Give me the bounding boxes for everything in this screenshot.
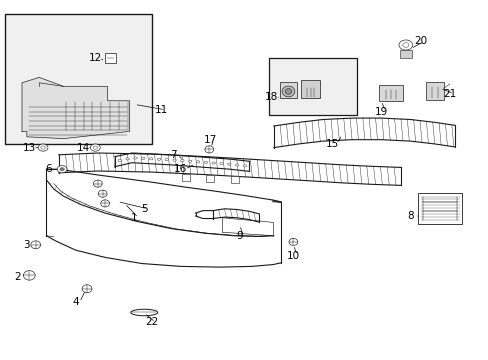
Text: 13: 13 <box>22 143 36 153</box>
Ellipse shape <box>288 238 297 246</box>
Ellipse shape <box>204 161 207 163</box>
Ellipse shape <box>90 144 100 151</box>
Ellipse shape <box>285 89 291 94</box>
Bar <box>268 58 356 115</box>
Ellipse shape <box>93 146 98 149</box>
Ellipse shape <box>93 180 102 187</box>
Text: 20: 20 <box>413 36 426 46</box>
Ellipse shape <box>149 158 153 160</box>
Ellipse shape <box>196 161 200 163</box>
Ellipse shape <box>157 158 161 160</box>
Ellipse shape <box>235 164 239 166</box>
Text: 2: 2 <box>14 272 20 282</box>
Polygon shape <box>22 77 129 139</box>
Ellipse shape <box>398 40 412 50</box>
Ellipse shape <box>126 158 129 160</box>
Text: 1: 1 <box>131 213 138 223</box>
Bar <box>300 80 320 98</box>
Text: 19: 19 <box>374 107 387 117</box>
Text: 21: 21 <box>442 89 456 99</box>
Text: 4: 4 <box>72 297 79 307</box>
Text: 8: 8 <box>407 211 413 221</box>
Text: 16: 16 <box>174 164 187 174</box>
Text: 7: 7 <box>170 150 177 160</box>
Ellipse shape <box>60 167 64 171</box>
Text: 18: 18 <box>264 92 278 102</box>
Ellipse shape <box>220 162 223 165</box>
Ellipse shape <box>212 162 215 164</box>
Text: 5: 5 <box>141 204 147 214</box>
Text: 15: 15 <box>325 139 339 149</box>
Ellipse shape <box>165 158 168 161</box>
Bar <box>378 85 403 101</box>
Ellipse shape <box>134 157 137 159</box>
Bar <box>417 193 461 224</box>
Text: 12: 12 <box>88 53 102 63</box>
Bar <box>230 176 238 184</box>
Ellipse shape <box>204 146 213 153</box>
Text: 11: 11 <box>154 105 168 115</box>
Text: 6: 6 <box>45 164 52 174</box>
Bar <box>399 50 411 58</box>
Text: 9: 9 <box>236 231 243 241</box>
Bar <box>5 14 151 144</box>
Bar <box>182 174 189 181</box>
Ellipse shape <box>38 144 48 151</box>
Bar <box>206 175 214 182</box>
Ellipse shape <box>243 165 246 167</box>
Text: 22: 22 <box>144 317 158 327</box>
Ellipse shape <box>23 271 35 280</box>
Text: 10: 10 <box>286 251 299 261</box>
Ellipse shape <box>181 159 184 162</box>
Ellipse shape <box>101 200 109 207</box>
Text: 3: 3 <box>23 240 30 250</box>
Ellipse shape <box>173 159 176 161</box>
Bar <box>105 53 116 63</box>
Ellipse shape <box>31 241 41 249</box>
Ellipse shape <box>98 190 107 197</box>
Ellipse shape <box>118 159 121 162</box>
Ellipse shape <box>82 285 92 293</box>
Ellipse shape <box>41 146 45 149</box>
Ellipse shape <box>142 157 145 159</box>
Ellipse shape <box>282 86 294 97</box>
Ellipse shape <box>227 163 231 165</box>
Ellipse shape <box>61 168 63 170</box>
Ellipse shape <box>130 309 157 316</box>
Ellipse shape <box>57 166 67 173</box>
Text: 14: 14 <box>76 143 90 153</box>
Ellipse shape <box>402 43 408 47</box>
Text: 17: 17 <box>203 135 217 145</box>
Bar <box>279 82 297 98</box>
Ellipse shape <box>188 160 192 162</box>
Bar <box>426 82 443 100</box>
